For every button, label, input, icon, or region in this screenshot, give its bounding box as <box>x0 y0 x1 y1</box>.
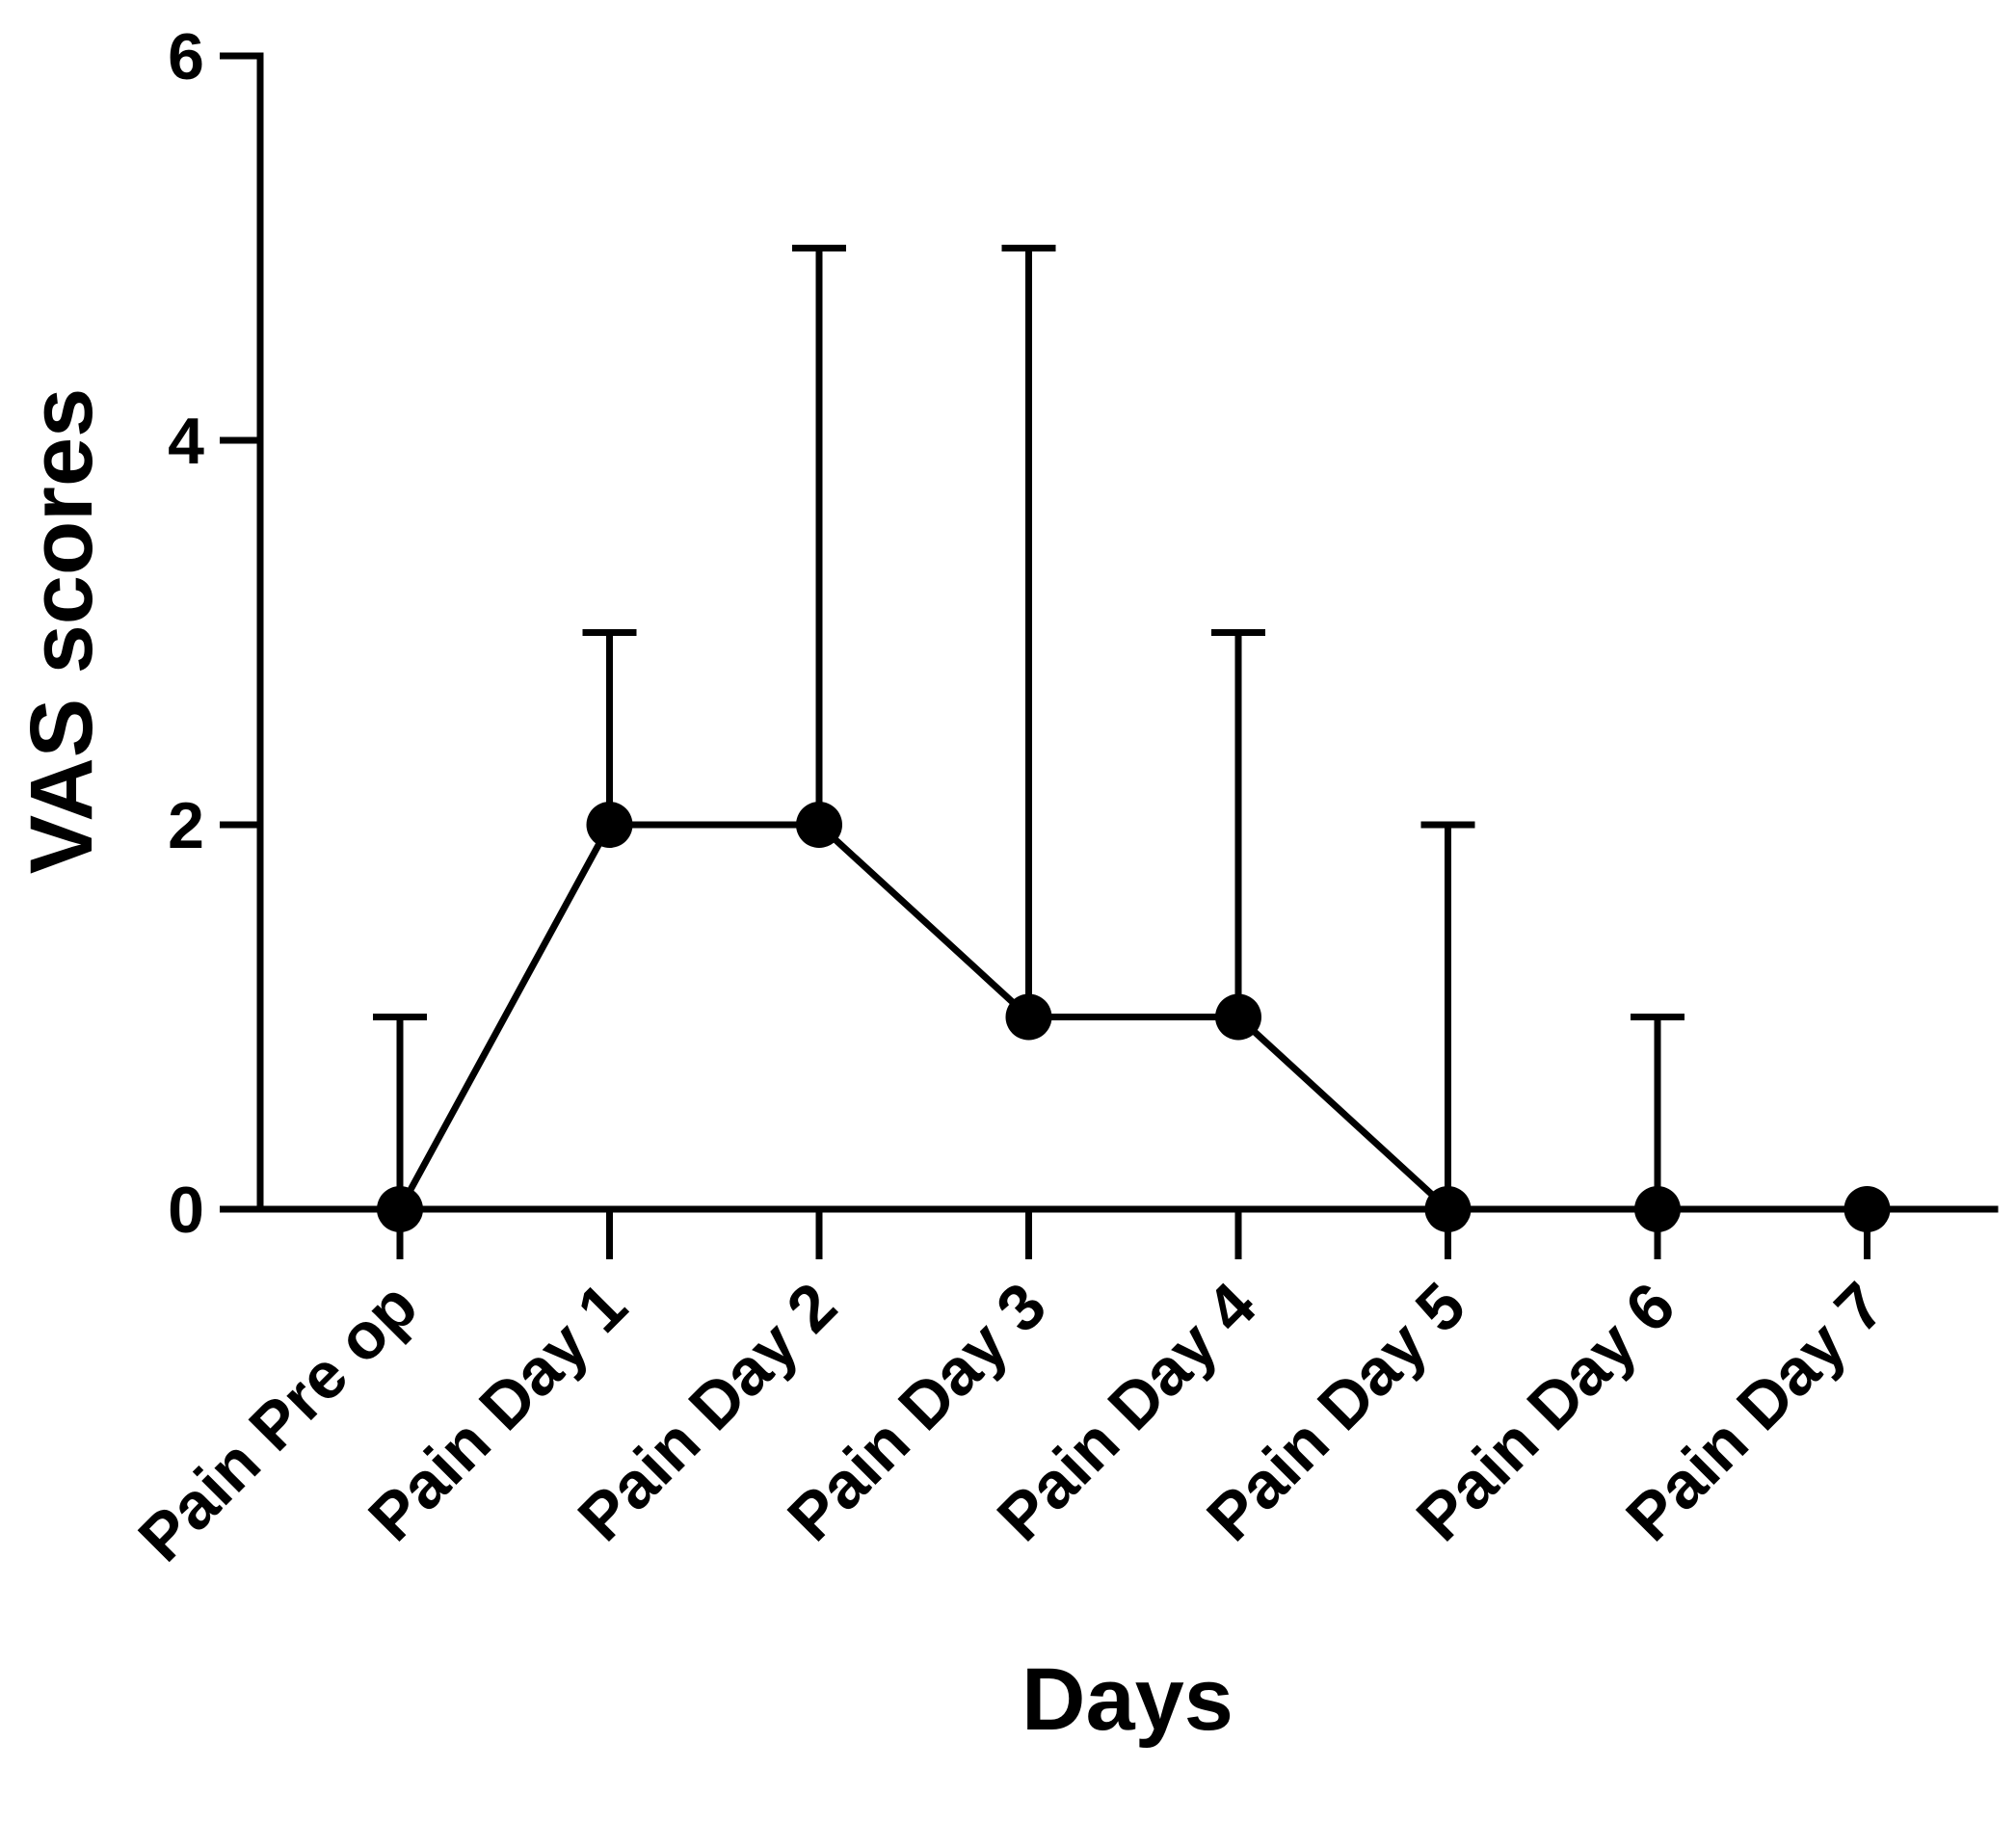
error-bar <box>373 1014 427 1209</box>
data-point <box>1424 1186 1472 1232</box>
data-point <box>1005 993 1052 1041</box>
error-bar <box>1631 1014 1684 1209</box>
data-point <box>586 802 633 848</box>
x-axis-title: Days <box>1021 1650 1233 1749</box>
y-tick-label: 4 <box>168 405 204 478</box>
data-point <box>1844 1186 1891 1232</box>
y-tick-label: 0 <box>168 1174 204 1247</box>
y-tick-label: 2 <box>168 789 204 862</box>
series-line <box>396 821 1868 1213</box>
data-point <box>377 1186 423 1232</box>
error-bar <box>1001 245 1056 1017</box>
error-bar <box>1420 821 1475 1209</box>
error-bar <box>1211 629 1265 1017</box>
y-axis: 0 2 4 6 <box>168 20 264 1247</box>
data-points <box>377 802 1891 1232</box>
error-bars <box>373 245 1684 1209</box>
y-ticks: 0 2 4 6 <box>168 20 260 1247</box>
data-point <box>796 802 842 848</box>
y-axis-title: VAS scores <box>13 388 111 875</box>
error-bar <box>792 245 846 825</box>
data-point <box>1634 1186 1681 1232</box>
error-bar <box>582 629 637 825</box>
data-point <box>1215 993 1261 1041</box>
y-tick-label: 6 <box>168 20 204 93</box>
